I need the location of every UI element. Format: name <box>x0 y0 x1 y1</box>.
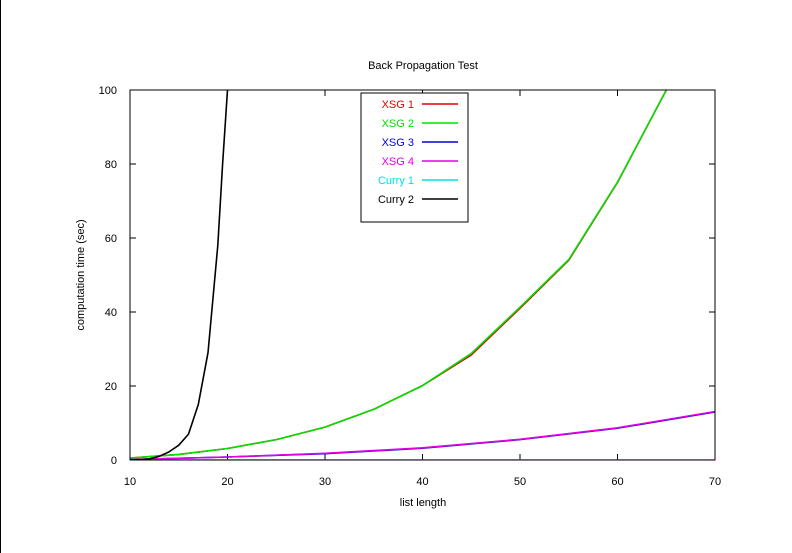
y-axis-label: computation time (sec) <box>75 219 87 330</box>
y-tick-label: 20 <box>105 381 117 393</box>
y-tick-label: 100 <box>99 85 117 97</box>
x-tick-label: 50 <box>514 476 526 488</box>
x-axis-label: list length <box>400 497 446 509</box>
chart-title: Back Propagation Test <box>368 60 478 72</box>
series-lines <box>130 90 715 460</box>
y-tick-label: 60 <box>105 233 117 245</box>
x-tick-label: 60 <box>611 476 623 488</box>
legend-label-xsg-1: XSG 1 <box>382 99 414 111</box>
legend-label-xsg-3: XSG 3 <box>382 137 414 149</box>
x-tick-label: 10 <box>124 476 136 488</box>
series-line-xsg-4 <box>130 410 715 460</box>
y-tick-label: 80 <box>105 159 117 171</box>
x-tick-label: 40 <box>416 476 428 488</box>
series-line-xsg-3 <box>130 411 715 460</box>
legend-label-xsg-2: XSG 2 <box>382 118 414 130</box>
legend-box <box>360 92 469 223</box>
y-tick-label: 40 <box>105 307 117 319</box>
x-tick-label: 30 <box>319 476 331 488</box>
legend: XSG 1 XSG 2 XSG 3 XSG 4 Curry 1 Curry 2 <box>360 92 469 223</box>
series-line-curry-2 <box>130 90 229 460</box>
window-edge <box>0 0 1 553</box>
legend-label-curry-2: Curry 2 <box>378 194 414 206</box>
y-tick-label: 0 <box>111 455 117 467</box>
legend-label-xsg-4: XSG 4 <box>382 156 414 168</box>
series-line-xsg-2 <box>130 90 668 459</box>
x-tick-label: 70 <box>709 476 721 488</box>
x-tick-label: 20 <box>221 476 233 488</box>
legend-label-curry-1: Curry 1 <box>378 175 414 187</box>
plot-area-frame <box>129 89 716 461</box>
